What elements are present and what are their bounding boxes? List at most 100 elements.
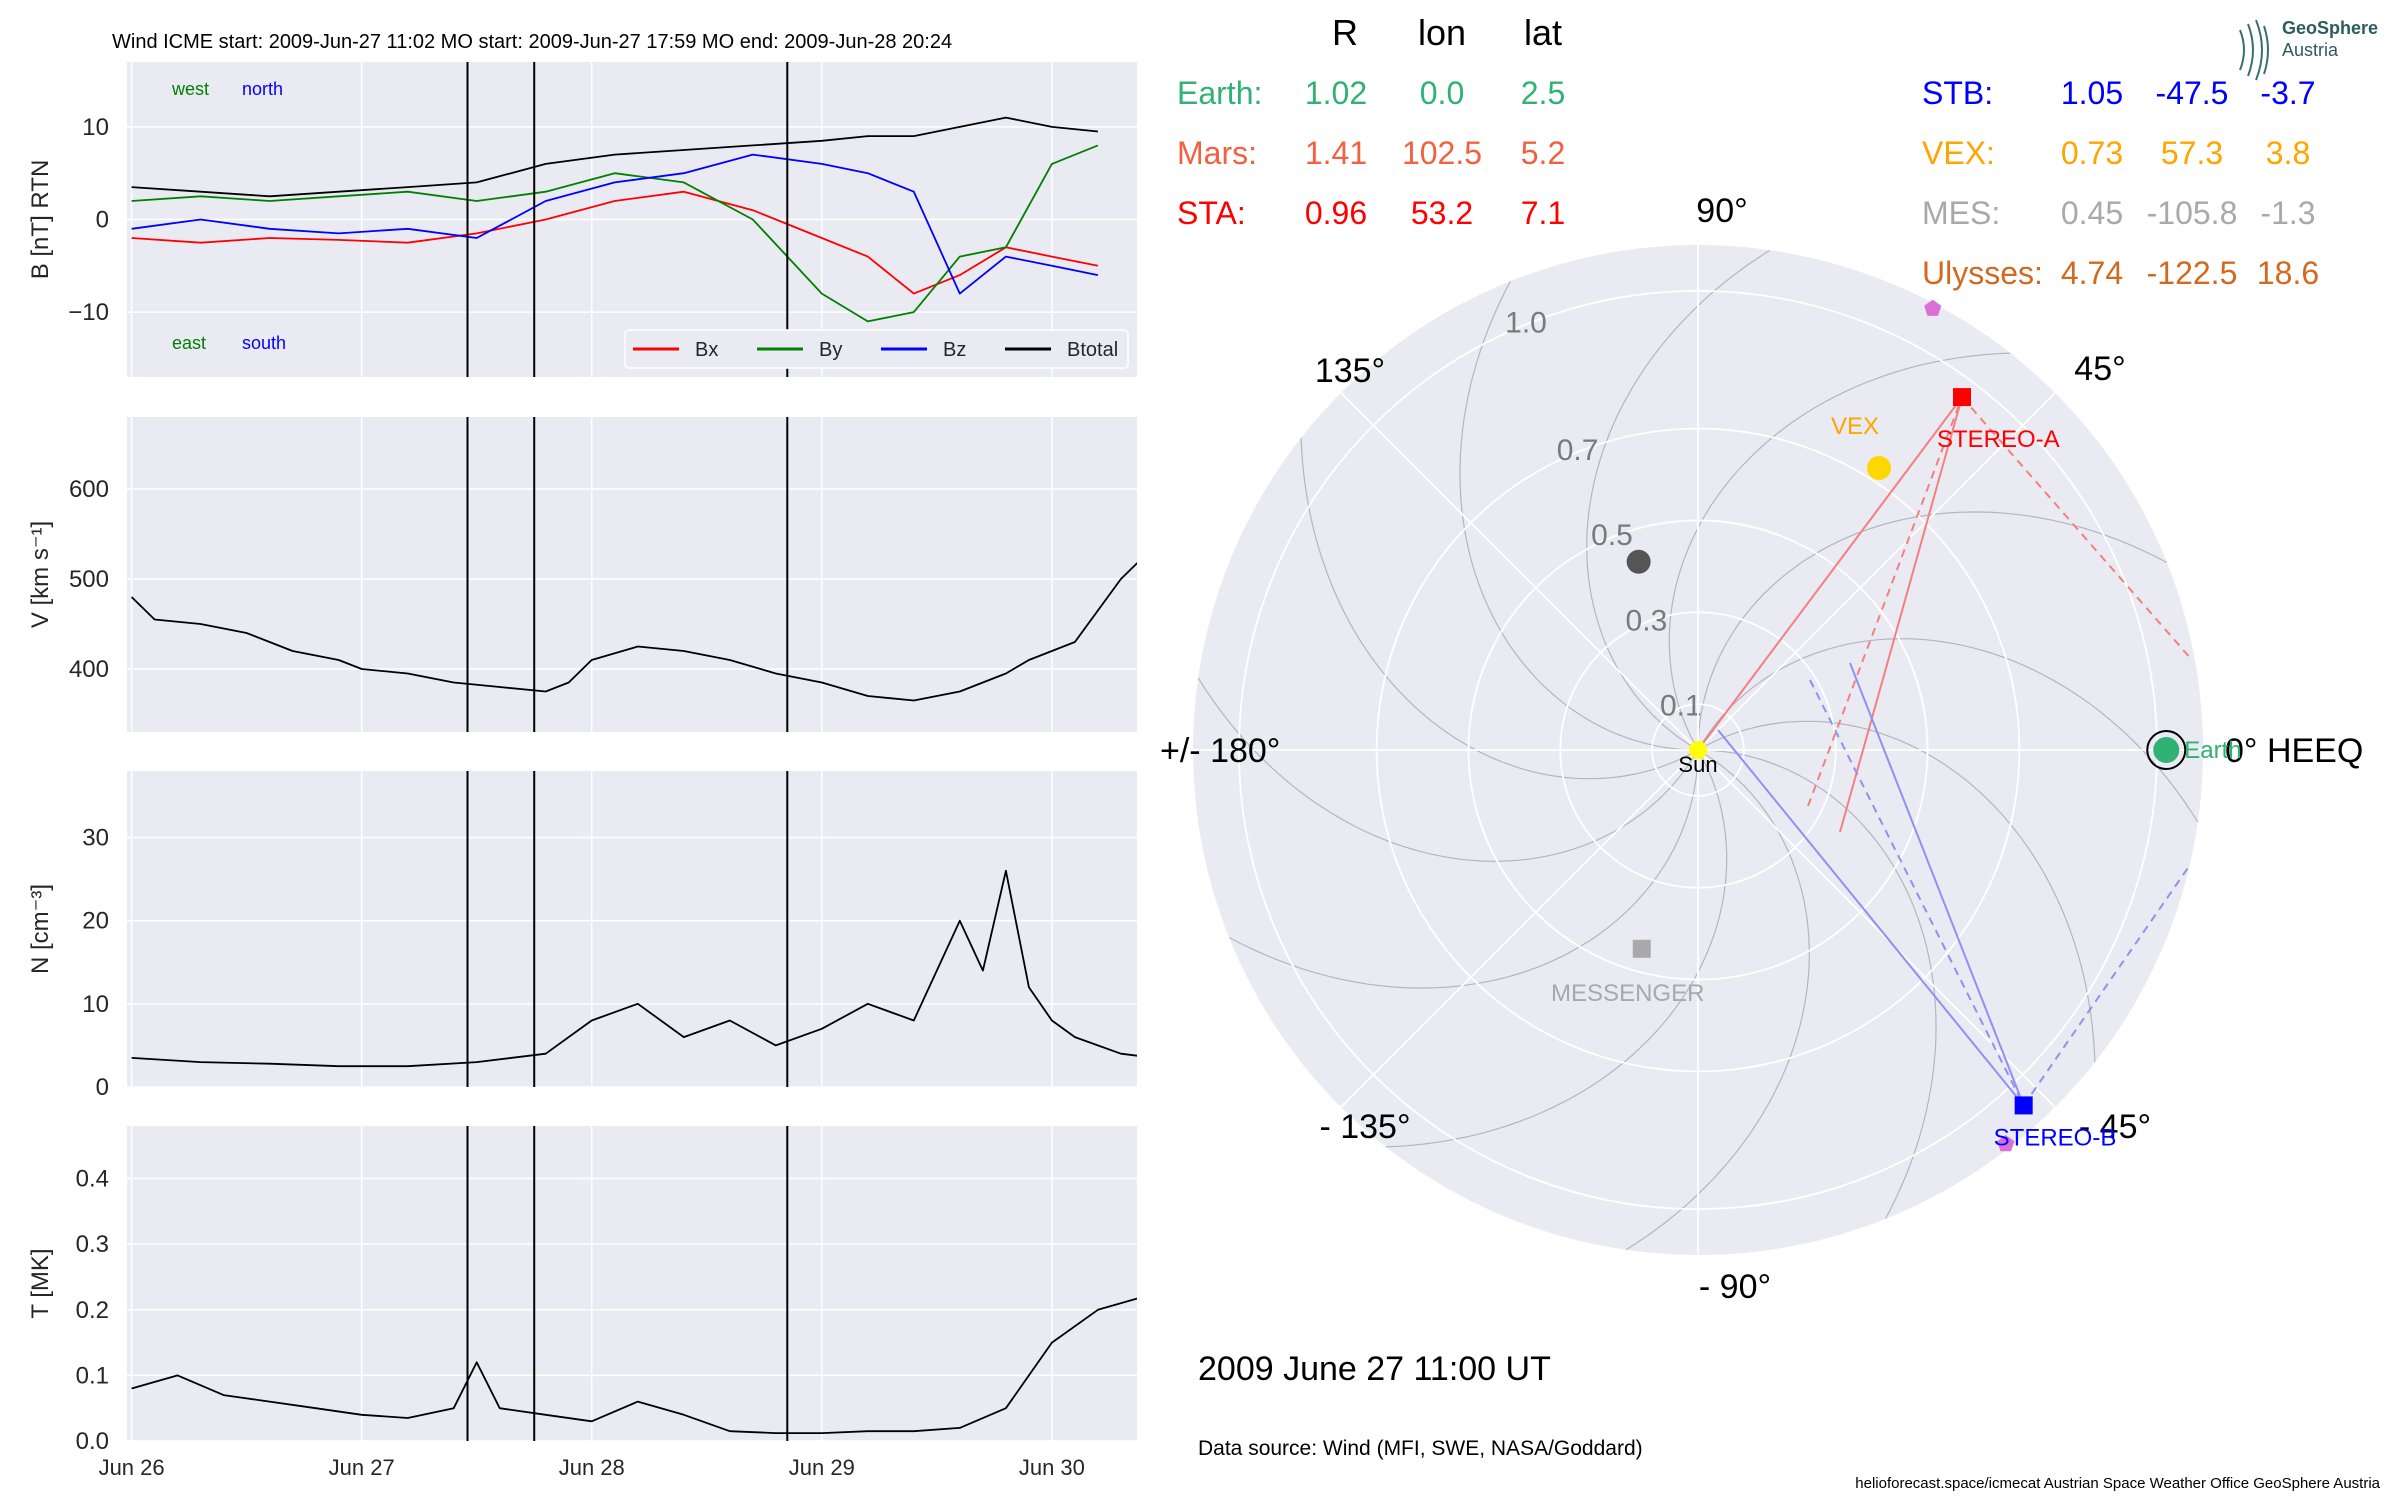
- header-title: Wind ICME start: 2009-Jun-27 11:02 MO st…: [112, 31, 952, 53]
- direction-label-west: west: [171, 79, 209, 99]
- panel-background: [127, 1126, 1137, 1441]
- spiral-line: [1228, 749, 1699, 989]
- radial-tick-label: 1.0: [1505, 306, 1547, 339]
- y-tick-label: 500: [69, 566, 109, 593]
- row-lon: -47.5: [2156, 75, 2229, 111]
- projection-line: [1809, 679, 2025, 1106]
- x-tick-label: Jun 26: [99, 1455, 165, 1480]
- data-source-label: Data source: Wind (MFI, SWE, NASA/Goddar…: [1198, 1437, 1643, 1460]
- y-tick-label: 0.2: [76, 1297, 109, 1324]
- body-label-vex: VEX: [1831, 413, 1879, 440]
- table-header-r: R: [1332, 12, 1358, 53]
- row-r: 0.96: [1305, 195, 1367, 231]
- direction-label-east: east: [172, 333, 206, 353]
- row-name: STB:: [1922, 75, 1993, 111]
- row-lon: -122.5: [2147, 255, 2238, 291]
- marker-messenger: [1632, 939, 1651, 958]
- y-tick-label: 600: [69, 476, 109, 503]
- row-lat: -3.7: [2260, 75, 2315, 111]
- row-lon: 53.2: [1411, 195, 1473, 231]
- marker-mars: [1626, 549, 1651, 574]
- body-label-messenger: MESSENGER: [1551, 980, 1704, 1007]
- y-tick-label: 0: [96, 1074, 109, 1101]
- x-tick-label: Jun 30: [1019, 1455, 1085, 1480]
- series-line-n: [131, 869, 1137, 1068]
- row-r: 1.05: [2061, 75, 2123, 111]
- radial-tick-label: 0.5: [1591, 519, 1633, 552]
- radial-tick-label: 0.3: [1626, 604, 1668, 637]
- legend-label-btotal: Btotal: [1067, 339, 1118, 361]
- row-lat: 3.8: [2266, 135, 2310, 171]
- angle-label: 45°: [2074, 350, 2125, 388]
- logo-line2: Austria: [2282, 40, 2339, 60]
- row-lat: 5.2: [1521, 135, 1565, 171]
- marker-stereo-b: [2014, 1096, 2033, 1115]
- panel-solar-wind-speed: 400 500 600 V [km s⁻¹]: [27, 417, 1137, 732]
- projection-line: [1839, 396, 1963, 833]
- logo-swirl-icon: [2239, 19, 2269, 81]
- body-label-earth: Earth: [2184, 737, 2241, 764]
- projection-line: [1961, 396, 2193, 661]
- series-group: [131, 869, 1137, 1068]
- projection-line: [1717, 729, 2025, 1107]
- y-tick-label: 0.4: [76, 1166, 109, 1193]
- row-name: MES:: [1922, 195, 2000, 231]
- spiral-line: [1300, 437, 1699, 780]
- series-line-by: [131, 144, 1099, 323]
- legend-label-bz: Bz: [943, 339, 966, 361]
- spiral-line: [1697, 749, 1937, 1220]
- spiral-line: [1697, 720, 2096, 1063]
- logo-line1: GeoSphere: [2282, 18, 2378, 38]
- row-lat: 7.1: [1521, 195, 1565, 231]
- x-tick-label: Jun 29: [789, 1455, 855, 1480]
- angular-grid-line: [1340, 392, 1699, 751]
- y-tick-label: 400: [69, 656, 109, 683]
- spiral-line: [1385, 749, 1728, 1148]
- spiral-line: [1586, 249, 1771, 751]
- row-lon: 57.3: [2161, 135, 2223, 171]
- projection-line: [2022, 861, 2193, 1106]
- angular-grid-line: [1697, 392, 2056, 751]
- row-name: STA:: [1177, 195, 1246, 231]
- footer-credit: helioforecast.space/icmecat Austrian Spa…: [1855, 1475, 2380, 1492]
- y-tick-label: 20: [82, 908, 109, 935]
- projection-line: [1697, 396, 1963, 751]
- marker-sun: [1689, 741, 1707, 759]
- series-line-t: [131, 1297, 1137, 1434]
- series-group: [131, 1297, 1137, 1434]
- y-axis-label: V [km s⁻¹]: [27, 521, 54, 628]
- angle-label: - 90°: [1699, 1268, 1771, 1306]
- field-line-projections: [1697, 396, 2193, 1107]
- y-tick-label: 30: [82, 825, 109, 852]
- row-name: VEX:: [1922, 135, 1995, 171]
- series-line-bx-after-gap: [1155, 233, 1351, 238]
- body-label-stereo-a: STEREO-A: [1937, 426, 2060, 453]
- series-line-bz: [131, 153, 1099, 295]
- angle-label: - 45°: [2079, 1108, 2151, 1146]
- angle-label: +/- 180°: [1160, 732, 1280, 770]
- spiral-line: [1697, 511, 2168, 751]
- row-r: 4.74: [2061, 255, 2123, 291]
- marker-stereo-a: [1953, 388, 1972, 407]
- legend: Bx By Bz Btotal: [624, 329, 1129, 369]
- table-header-lon: lon: [1418, 12, 1466, 53]
- angle-label: 0° HEEQ: [2225, 732, 2363, 770]
- direction-label-south: south: [242, 333, 286, 353]
- direction-label-north: north: [242, 79, 283, 99]
- x-tick-label: Jun 27: [329, 1455, 395, 1480]
- body-label-stereo-b: STEREO-B: [1994, 1124, 2117, 1151]
- body-label-sun: Sun: [1678, 752, 1717, 777]
- y-axis-label: N [cm⁻³]: [27, 884, 54, 974]
- row-name: Earth:: [1177, 75, 1262, 111]
- marker-vex: [1867, 455, 1892, 480]
- row-lat: -1.3: [2260, 195, 2315, 231]
- row-lat: 18.6: [2257, 255, 2319, 291]
- row-r: 0.45: [2061, 195, 2123, 231]
- pentagon-marker: [1924, 299, 1942, 316]
- panel-proton-density: 0 10 20 30 N [cm⁻³]: [27, 771, 1137, 1101]
- projection-line: [1807, 396, 1963, 807]
- series-line-btotal: [131, 116, 1098, 198]
- row-r: 1.02: [1305, 75, 1367, 111]
- panel-magnetic-field: 10 0 −10 B [nT] RTN west north east south Bx By Bz…: [27, 62, 1351, 377]
